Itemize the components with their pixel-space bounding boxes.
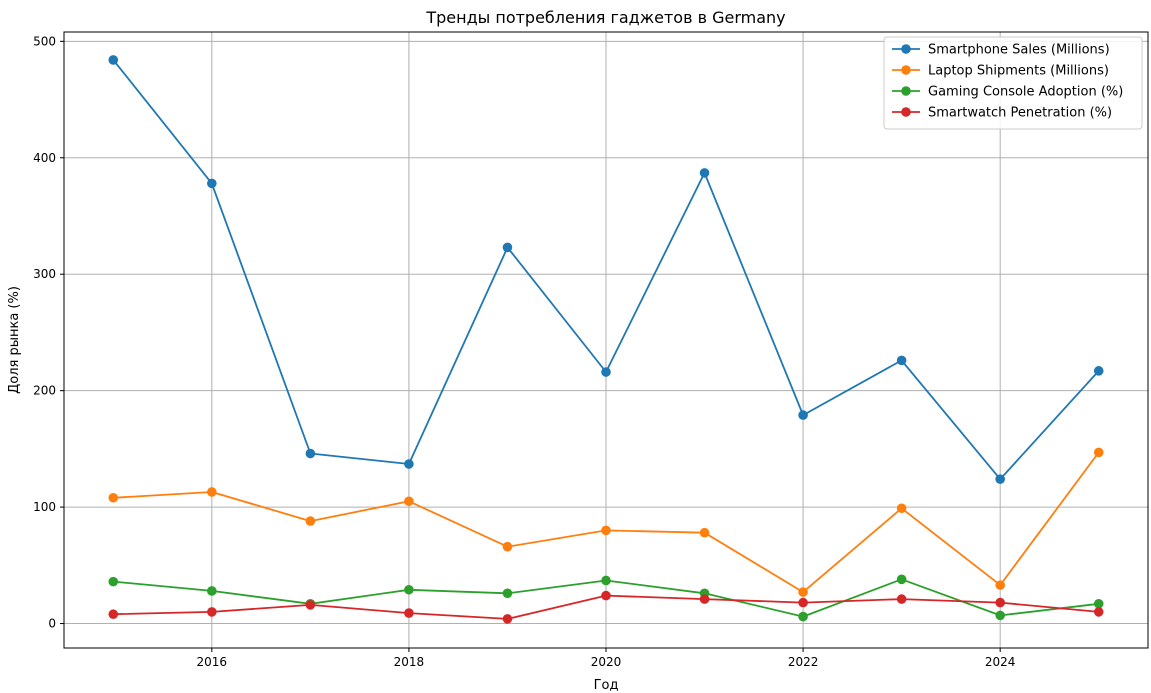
legend-box <box>883 36 1143 130</box>
data-point <box>207 607 217 617</box>
y-tick-label: 100 <box>33 500 56 514</box>
data-point <box>1093 598 1104 609</box>
series-group <box>108 55 1104 484</box>
data-point <box>699 168 710 178</box>
data-point <box>404 608 414 618</box>
data-point <box>305 516 316 526</box>
data-point <box>995 580 1005 590</box>
data-point <box>995 597 1005 608</box>
data-point <box>404 584 414 595</box>
data-point <box>305 448 316 459</box>
data-point <box>896 574 907 585</box>
series-group <box>108 447 1104 597</box>
data-point <box>207 586 217 596</box>
legend-label: Smartphone Sales (Millions) <box>928 43 1110 58</box>
x-tick-label: 2016 <box>197 655 228 669</box>
data-point <box>699 527 710 538</box>
data-point <box>502 588 513 599</box>
y-tick-label: 0 <box>48 617 56 631</box>
x-tick-label: 2024 <box>985 655 1016 669</box>
legend-swatch-marker <box>901 107 911 117</box>
x-tick-label: 2020 <box>591 655 622 669</box>
legend-label: Gaming Console Adoption (%) <box>928 85 1123 100</box>
series-group <box>108 574 1104 622</box>
data-point <box>108 492 119 503</box>
data-point <box>1093 366 1104 376</box>
data-point <box>699 594 710 604</box>
legend: Smartphone Sales (Millions) Laptop Shipme… <box>883 36 1143 130</box>
data-point <box>404 496 414 507</box>
data-point <box>601 590 611 601</box>
y-axis-label: Доля рынка (%) <box>7 286 22 394</box>
y-tick-label: 400 <box>33 151 56 165</box>
x-axis-label: Год <box>594 678 619 693</box>
data-point <box>798 597 808 608</box>
x-tick-label: 2022 <box>788 655 819 669</box>
legend-label: Smartwatch Penetration (%) <box>928 106 1112 121</box>
data-point <box>108 55 119 65</box>
data-point <box>896 503 907 514</box>
legend-swatch-marker <box>901 44 911 54</box>
series-group <box>108 590 1104 624</box>
data-point <box>1093 447 1104 458</box>
data-point <box>601 367 611 377</box>
chart-title: Тренды потребления гаджетов в Germany <box>425 8 785 27</box>
legend-label: Laptop Shipments (Millions) <box>928 64 1109 79</box>
y-tick-label: 300 <box>33 267 56 281</box>
data-point <box>601 575 611 586</box>
data-point <box>305 600 316 610</box>
axis-ticks: 2016 2018 2020 2022 2024 0 100 200 300 400 500 <box>33 34 1015 669</box>
legend-swatch-marker <box>901 65 911 75</box>
data-point <box>108 609 119 620</box>
data-point <box>896 594 907 604</box>
data-point <box>502 614 513 624</box>
data-point <box>601 525 611 536</box>
y-tick-label: 200 <box>33 384 56 398</box>
data-point <box>1093 607 1104 617</box>
data-point <box>207 487 217 497</box>
data-point <box>798 587 808 597</box>
data-point <box>108 576 119 587</box>
series-layer <box>108 55 1104 624</box>
data-point <box>798 611 808 622</box>
data-point <box>896 355 907 366</box>
grid-lines <box>64 32 1148 648</box>
data-point <box>404 459 414 469</box>
data-point <box>502 242 513 253</box>
data-point <box>207 178 217 189</box>
y-tick-label: 500 <box>33 34 56 48</box>
data-point <box>995 610 1005 621</box>
legend-swatch-marker <box>901 86 911 96</box>
data-point <box>502 541 513 552</box>
data-point <box>995 474 1005 484</box>
data-point <box>798 410 808 420</box>
x-tick-label: 2018 <box>394 655 425 669</box>
